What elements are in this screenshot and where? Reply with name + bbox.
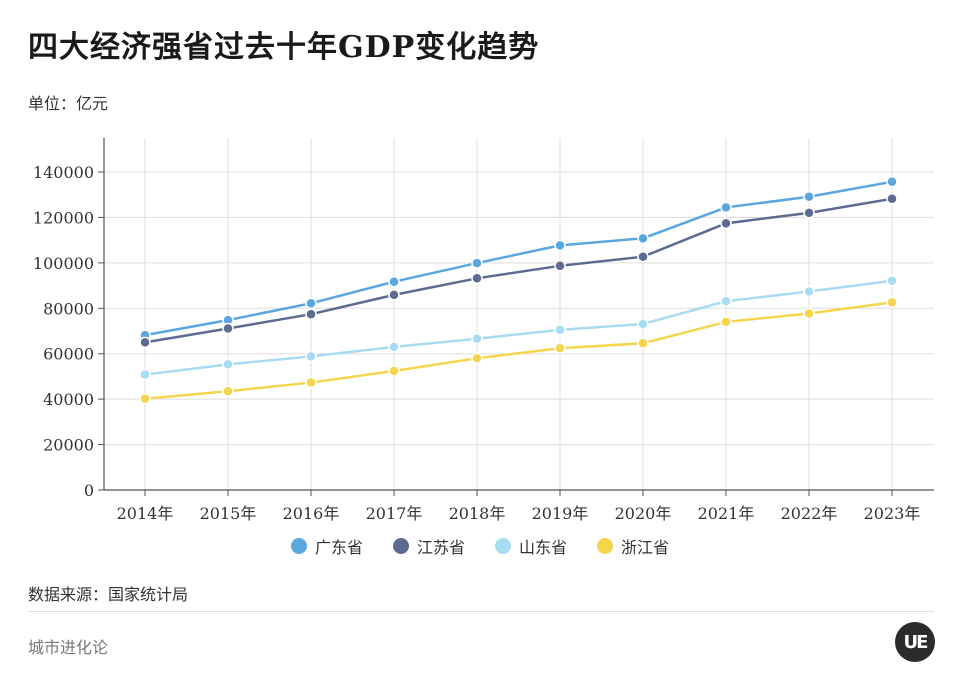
footer-divider	[28, 611, 934, 612]
x-tick-label: 2022年	[781, 504, 838, 523]
legend-label: 浙江省	[621, 538, 670, 557]
data-point	[222, 385, 234, 397]
data-point	[637, 337, 649, 350]
data-point	[720, 217, 732, 230]
data-point	[305, 350, 317, 363]
legend-label: 广东省	[314, 538, 363, 557]
data-point	[388, 275, 400, 288]
data-point	[803, 191, 815, 203]
legend-item: 山东省	[495, 534, 567, 558]
x-tick-label: 2018年	[449, 504, 506, 523]
series-4	[139, 296, 898, 405]
series-2	[139, 193, 898, 349]
legend-item: 江苏省	[392, 534, 465, 558]
chart-title: 四大经济强省过去十年GDP变化趋势	[28, 30, 540, 65]
x-tick-label: 2020年	[615, 504, 672, 523]
x-tick-label: 2021年	[698, 504, 755, 523]
grid	[104, 138, 934, 490]
data-point	[471, 272, 483, 285]
data-point	[139, 368, 151, 381]
x-tick-label: 2014年	[117, 504, 174, 523]
data-point	[886, 296, 898, 309]
y-tick-label: 100000	[33, 254, 94, 273]
series-line	[144, 197, 893, 344]
data-point	[305, 297, 317, 310]
source-label: 数据来源：国家统计局	[28, 585, 189, 604]
data-point	[637, 318, 649, 330]
unit-label: 单位：亿元	[28, 94, 109, 113]
x-tick-label: 2017年	[366, 504, 423, 523]
data-point	[554, 239, 566, 252]
legend-label: 江苏省	[416, 538, 465, 557]
data-point	[720, 316, 732, 328]
y-tick-label: 0	[84, 481, 94, 500]
data-point	[554, 324, 566, 336]
data-point	[803, 307, 815, 320]
axes: 0 20000 40000 60000 80000 100000 120000 140000 2…	[33, 138, 934, 523]
y-tick-label: 60000	[43, 345, 94, 364]
data-point	[554, 260, 566, 272]
data-point	[222, 358, 234, 371]
data-point	[222, 322, 234, 335]
data-point	[305, 376, 317, 389]
series-line	[144, 301, 893, 400]
data-point	[139, 392, 151, 405]
y-tick-label: 140000	[33, 163, 94, 182]
data-point	[803, 207, 815, 219]
legend-swatch	[290, 538, 307, 554]
legend-label: 山东省	[519, 538, 568, 557]
data-point	[720, 295, 732, 307]
data-point	[637, 250, 649, 263]
legend-swatch	[495, 538, 511, 554]
series-3	[139, 275, 898, 381]
data-point	[886, 275, 898, 287]
data-point	[803, 285, 815, 298]
y-tick-label: 20000	[43, 436, 94, 455]
legend-item: 广东省	[290, 534, 363, 558]
data-point	[637, 232, 649, 245]
series-line	[144, 180, 893, 337]
x-tick-label: 2019年	[532, 504, 589, 523]
series	[139, 176, 898, 405]
data-point	[471, 257, 483, 269]
series-line	[144, 279, 893, 376]
data-point	[388, 289, 400, 301]
x-tick-label: 2016年	[283, 504, 340, 523]
brand-logo: UE	[895, 622, 935, 662]
brand-label: 城市进化论	[28, 638, 109, 657]
legend-swatch	[597, 538, 614, 554]
legend-swatch	[392, 538, 409, 554]
data-point	[886, 176, 898, 188]
data-point	[471, 332, 483, 345]
legend-item: 浙江省	[597, 534, 669, 558]
data-point	[305, 308, 317, 320]
data-point	[471, 352, 483, 365]
data-point	[139, 336, 151, 349]
y-tick-label: 120000	[33, 208, 94, 227]
data-point	[388, 341, 400, 353]
x-tick-label: 2023年	[864, 504, 921, 523]
data-point	[886, 193, 898, 205]
x-tick-label: 2015年	[200, 504, 257, 523]
data-point	[720, 201, 732, 214]
legend: 广东省 江苏省 山东省 浙江省	[0, 534, 960, 558]
y-tick-label: 80000	[43, 299, 94, 318]
data-point	[554, 342, 566, 355]
data-point	[388, 365, 400, 377]
y-tick-label: 40000	[43, 390, 94, 409]
